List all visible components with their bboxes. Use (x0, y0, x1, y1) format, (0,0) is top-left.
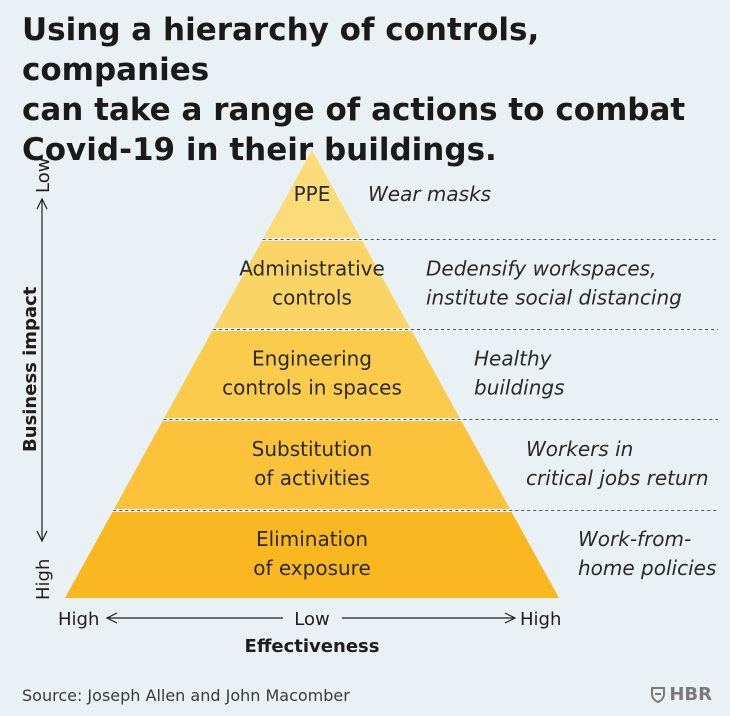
x-axis: High Low High Effectiveness (58, 609, 561, 657)
x-axis-left-label: High (58, 609, 99, 630)
tier-action-label: Dedensify workspaces, (426, 257, 656, 281)
tier-action-label: Healthy (474, 347, 553, 371)
arrow-down-icon (36, 530, 48, 543)
tier-dividers (113, 239, 718, 511)
headline-line: Covid-19 in their buildings. (22, 132, 497, 168)
tier-action-label: Wear masks (368, 182, 491, 206)
brand-text: HBR (669, 684, 712, 705)
y-axis: Low High Business impact (20, 158, 54, 600)
tier-label: Administrative (239, 257, 385, 281)
headline-line: can take a range of actions to combat (22, 92, 686, 128)
tier-label: controls (272, 286, 352, 310)
source-note: Source: Joseph Allen and John Macomber (22, 686, 350, 705)
tier-labels: PPE Wear masks Administrative controls Deden… (222, 182, 716, 580)
pyramid (65, 150, 559, 598)
x-axis-middle-label: Low (294, 609, 329, 630)
tier-action-label: home policies (578, 556, 716, 580)
headline: Using a hierarchy of controls, companies… (22, 10, 712, 170)
tier-label: of activities (254, 466, 370, 490)
arrow-left-icon (105, 612, 118, 624)
tier-label: Elimination (256, 527, 368, 551)
x-axis-title: Effectiveness (245, 636, 380, 657)
pyramid-tier (164, 331, 460, 418)
tier-action-label: Work-from- (578, 527, 691, 551)
y-axis-top-label: Low (33, 158, 54, 193)
tier-action-label: institute social distancing (426, 286, 682, 310)
tier-label: PPE (294, 182, 331, 206)
shield-icon (651, 686, 666, 703)
tier-action-label: Workers in (526, 437, 633, 461)
tier-label: Engineering (252, 347, 372, 371)
headline-line: Using a hierarchy of controls, companies (22, 12, 540, 88)
tier-label: of exposure (253, 556, 371, 580)
pyramid-tier (65, 512, 559, 598)
brand-logo: HBR (651, 684, 712, 705)
y-axis-bottom-label: High (33, 559, 54, 600)
tier-label: Substitution (252, 437, 373, 461)
tier-label: controls in spaces (222, 376, 402, 400)
x-axis-right-label: High (520, 609, 561, 630)
arrow-up-icon (36, 197, 48, 210)
pyramid-tier (114, 421, 510, 509)
pyramid-tier (213, 241, 411, 328)
y-axis-title: Business impact (20, 286, 41, 452)
tier-action-label: critical jobs return (526, 466, 709, 490)
tier-action-label: buildings (474, 376, 565, 400)
arrow-right-icon (504, 612, 517, 624)
pyramid-tier (263, 150, 361, 238)
